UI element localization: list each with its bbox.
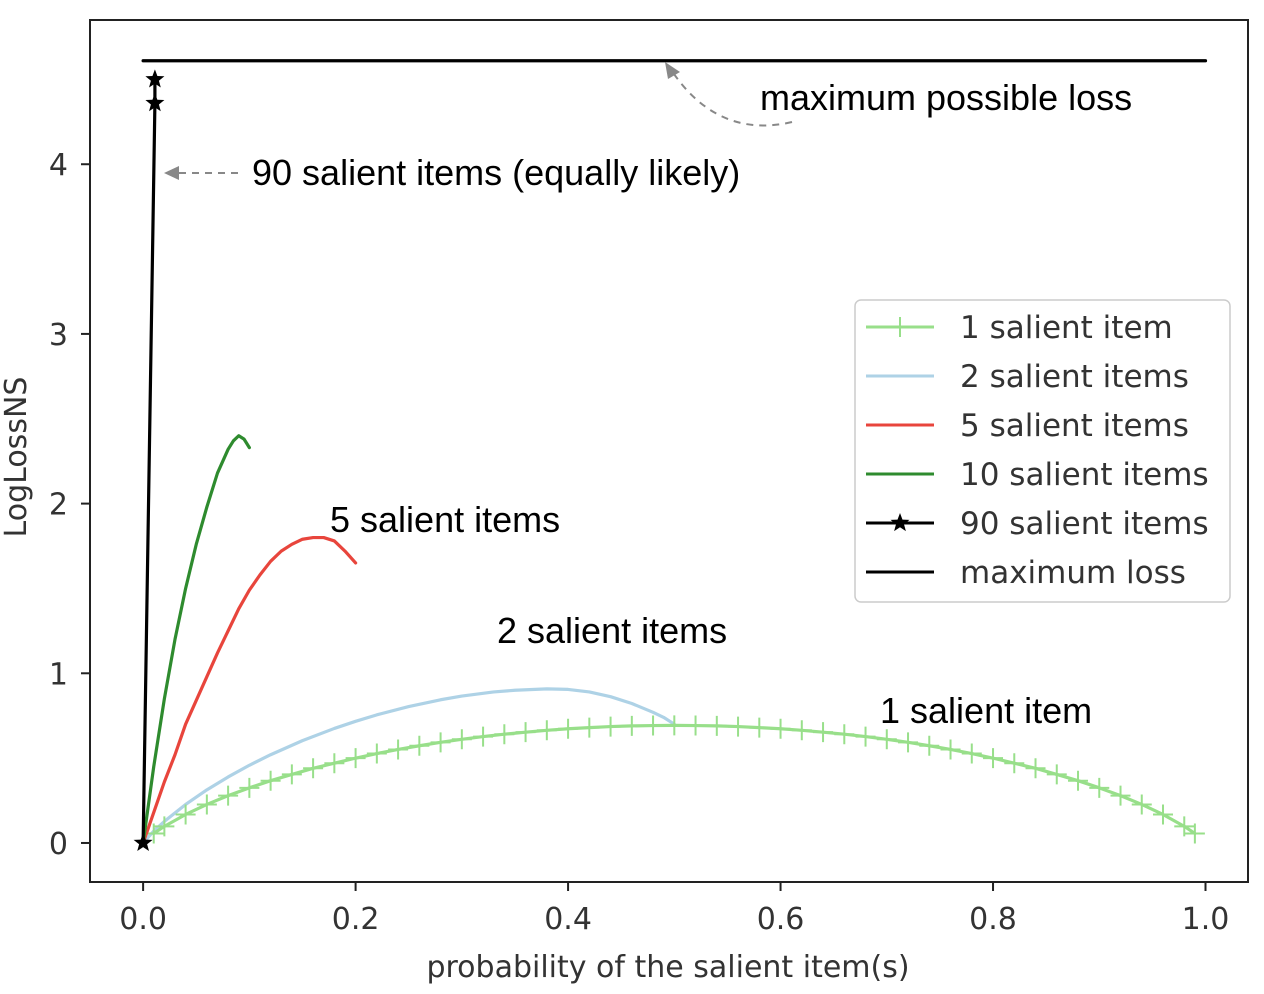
data-point-1-salient-item [154,816,175,837]
data-point-1-salient-item [430,732,451,753]
data-point-1-salient-item [664,715,685,736]
legend-label-90-salient-items: 90 salient items [960,506,1209,542]
data-point-1-salient-item [600,716,621,737]
series-line-90-salient-items [141,77,157,845]
data-point-1-salient-item [1046,764,1067,785]
y-tick-label: 1 [49,657,68,692]
data-point-1-salient-item [1068,770,1089,791]
data-point-1-salient-item [855,726,876,747]
x-tick-label: 0.8 [969,902,1017,937]
plot-frame [89,19,1249,883]
data-point-1-salient-item [621,715,642,736]
data-point-1-salient-item [728,716,749,737]
data-point-1-salient-item [813,722,834,743]
x-tick-label: 0.6 [757,902,805,937]
data-point-1-salient-item [494,724,515,745]
data-point-90-salient-items [145,69,165,88]
data-point-1-salient-item [1089,777,1110,798]
legend-label-1-salient-item: 1 salient item [960,310,1173,346]
max-loss-arrowhead [665,62,680,79]
legend-label-10-salient-items: 10 salient items [960,457,1209,493]
legend-box [854,299,1231,603]
data-point-1-salient-item [961,743,982,764]
data-point-1-salient-item [175,804,196,825]
x-tick-label: 0.2 [332,902,380,937]
data-point-1-salient-item [940,739,961,760]
legend-marker-star [890,513,910,532]
data-point-1-salient-item [1110,785,1131,806]
ninety-items-arrowhead [164,166,179,180]
series-line-10-salient-items [141,434,251,845]
data-point-1-salient-item [196,794,217,815]
data-point-1-salient-item [281,764,302,785]
data-point-1-salient-item [791,720,812,741]
data-point-1-salient-item [1131,794,1152,815]
series-line-2-salient-items [141,687,676,845]
data-point-1-salient-item [685,715,706,736]
data-point-1-salient-item [409,735,430,756]
data-point-1-salient-item [1184,823,1205,844]
data-point-1-salient-item [451,729,472,750]
x-tick-label: 0.0 [119,902,167,937]
data-point-90-salient-items [133,832,153,852]
data-point-1-salient-item [218,785,239,806]
series-line-1-salient-item [152,723,1197,836]
data-point-1-salient-item [303,758,324,779]
series-line-5-salient-items [141,535,358,845]
data-point-1-salient-item [770,718,791,739]
data-point-1-salient-item [558,718,579,739]
data-point-1-salient-item [473,726,494,747]
data-point-1-salient-item [366,743,387,764]
data-point-1-salient-item [239,777,260,798]
five-items-annotation: 5 salient items [330,499,560,540]
data-point-1-salient-item [579,717,600,738]
y-tick-label: 3 [49,318,68,353]
y-axis-label: LogLossNS [0,377,34,538]
x-tick-label: 0.4 [544,902,592,937]
legend-marker-plus [890,317,910,337]
data-point-1-salient-item [898,732,919,753]
data-point-1-salient-item [834,724,855,745]
data-point-1-salient-item [983,748,1004,769]
y-tick-label: 4 [49,148,68,183]
data-point-1-salient-item [749,717,770,738]
data-point-1-salient-item [643,715,664,736]
data-point-1-salient-item [388,739,409,760]
legend-label-5-salient-items: 5 salient items [960,408,1189,444]
data-point-1-salient-item [345,748,366,769]
legend: 1 salient item 2 salient items 5 salient… [854,299,1231,603]
data-point-1-salient-item [706,715,727,736]
data-point-1-salient-item [1025,758,1046,779]
data-point-1-salient-item [919,735,940,756]
y-tick-label: 0 [49,827,68,862]
one-item-annotation: 1 salient item [880,690,1092,731]
data-point-1-salient-item [1153,804,1174,825]
x-tick-label: 1.0 [1182,902,1230,937]
data-point-1-salient-item [876,729,897,750]
series-layer [133,59,1208,852]
data-point-1-salient-item [1174,816,1195,837]
ninety-items-annotation: 90 salient items (equally likely) [252,152,740,193]
two-items-annotation: 2 salient items [497,610,727,651]
data-point-1-salient-item [515,722,536,743]
data-point-1-salient-item [260,770,281,791]
data-point-90-salient-items [145,93,165,112]
x-axis-label: probability of the salient item(s) [426,950,909,985]
data-point-1-salient-item [1004,753,1025,774]
legend-label-maximum-loss: maximum loss [960,555,1186,591]
legend-label-2-salient-items: 2 salient items [960,359,1189,395]
data-point-1-salient-item [324,753,345,774]
data-point-1-salient-item [536,720,557,741]
max-loss-annotation-arrow [669,67,793,127]
x-axis-ticks: 0.0 0.2 0.4 0.6 0.8 1.0 [119,882,1229,937]
y-tick-label: 2 [49,488,68,523]
y-axis-ticks: 0 1 2 3 4 [49,148,90,862]
max-loss-annotation: maximum possible loss [760,77,1132,118]
